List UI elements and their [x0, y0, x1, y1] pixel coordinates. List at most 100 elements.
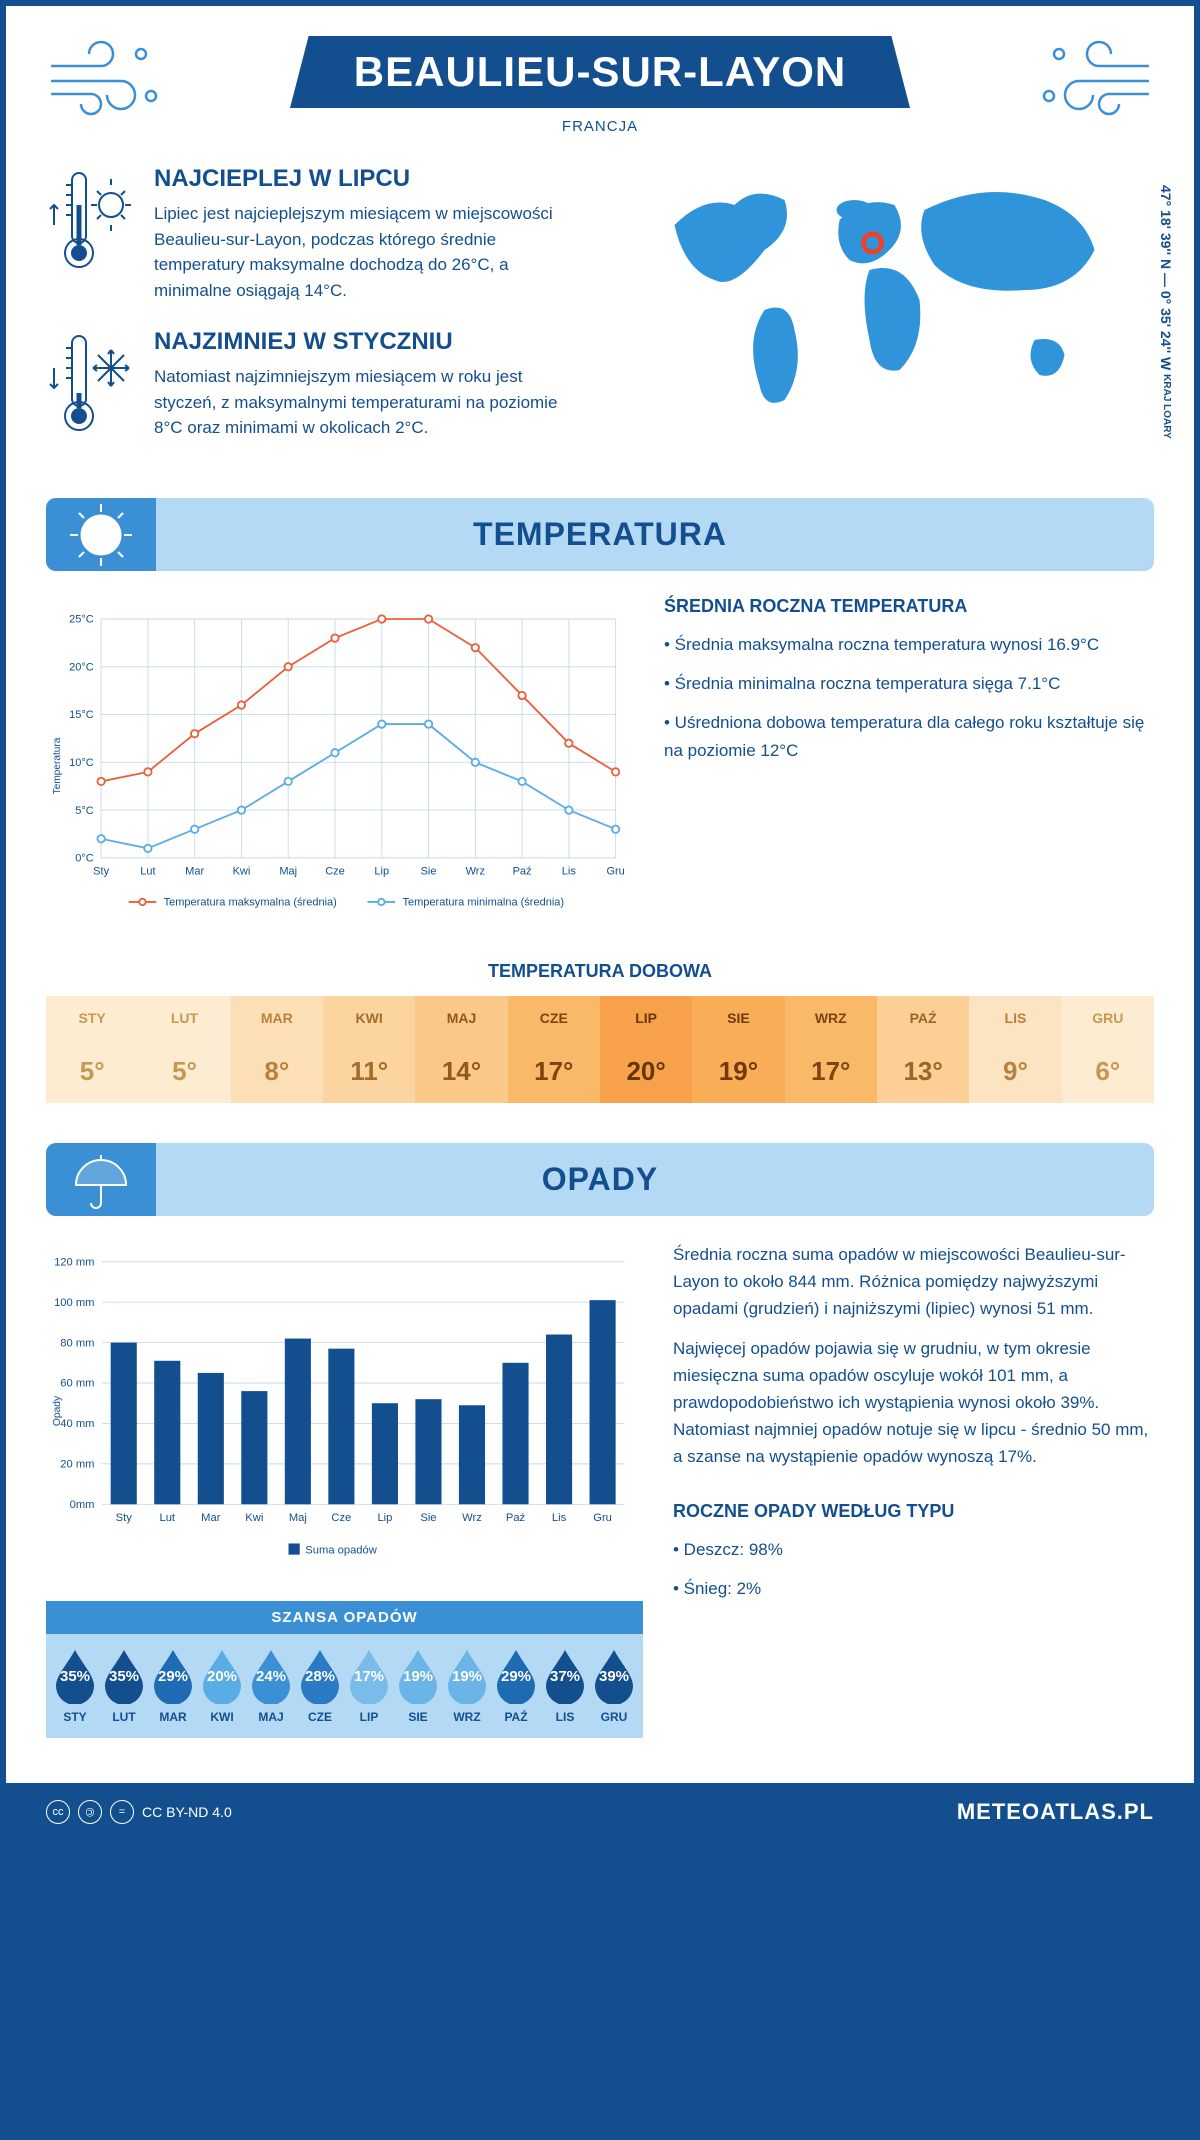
temp-table-cell: CZE17°: [508, 996, 600, 1103]
temp-table-cell: MAJ14°: [415, 996, 507, 1103]
nd-icon: =: [110, 1800, 134, 1824]
svg-text:20 mm: 20 mm: [60, 1459, 94, 1471]
svg-text:Temperatura: Temperatura: [52, 737, 63, 794]
precip-text-2: Najwięcej opadów pojawia się w grudniu, …: [673, 1335, 1154, 1471]
temp-table-cell: GRU6°: [1062, 996, 1154, 1103]
sun-icon: [66, 500, 136, 570]
precip-type-title: ROCZNE OPADY WEDŁUG TYPU: [673, 1501, 1154, 1522]
header: BEAULIEU-SUR-LAYON FRANCJA: [6, 6, 1194, 155]
temp-table-cell: WRZ17°: [785, 996, 877, 1103]
wind-icon: [1034, 36, 1154, 116]
svg-text:Lip: Lip: [374, 865, 389, 877]
svg-text:Cze: Cze: [331, 1512, 351, 1524]
svg-text:Sty: Sty: [93, 865, 109, 877]
license-block: cc 🄯 = CC BY-ND 4.0: [46, 1800, 232, 1824]
chance-drop: 24% MAJ: [248, 1648, 294, 1724]
svg-text:Lis: Lis: [552, 1512, 567, 1524]
precip-text-1: Średnia roczna suma opadów w miejscowośc…: [673, 1241, 1154, 1323]
svg-text:Kwi: Kwi: [233, 865, 251, 877]
svg-text:10°C: 10°C: [69, 757, 94, 769]
world-map: [615, 165, 1154, 425]
warmest-block: NAJCIEPLEJ W LIPCU Lipiec jest najcieple…: [46, 165, 585, 303]
svg-text:Wrz: Wrz: [466, 865, 485, 877]
avg-temp-point-1: • Średnia minimalna roczna temperatura s…: [664, 670, 1154, 697]
daily-temp-table: STY5°LUT5°MAR8°KWI11°MAJ14°CZE17°LIP20°S…: [46, 996, 1154, 1103]
chance-drop: 28% CZE: [297, 1648, 343, 1724]
svg-text:100 mm: 100 mm: [54, 1297, 94, 1309]
svg-text:Wrz: Wrz: [462, 1512, 482, 1524]
svg-text:0°C: 0°C: [75, 853, 94, 865]
svg-text:Mar: Mar: [185, 865, 204, 877]
by-icon: 🄯: [78, 1800, 102, 1824]
temp-table-cell: LIS9°: [969, 996, 1061, 1103]
wind-icon: [46, 36, 166, 116]
chance-title: SZANSA OPADÓW: [46, 1601, 643, 1634]
site-name: METEOATLAS.PL: [957, 1799, 1154, 1825]
chance-drop: 39% GRU: [591, 1648, 637, 1724]
precipitation-header: OPADY: [46, 1143, 1154, 1216]
svg-text:Gru: Gru: [593, 1512, 612, 1524]
chance-row: 35% STY 35% LUT 29% MAR 20%: [46, 1634, 643, 1738]
svg-text:Mar: Mar: [201, 1512, 221, 1524]
svg-text:40 mm: 40 mm: [60, 1418, 94, 1430]
chance-drop: 29% PAŹ: [493, 1648, 539, 1724]
temp-table-cell: MAR8°: [231, 996, 323, 1103]
svg-text:120 mm: 120 mm: [54, 1256, 94, 1268]
warmest-text: Lipiec jest najcieplejszym miesiącem w m…: [154, 201, 585, 303]
page-title: BEAULIEU-SUR-LAYON: [290, 36, 910, 108]
page: BEAULIEU-SUR-LAYON FRANCJA: [0, 0, 1200, 1847]
svg-text:Lip: Lip: [377, 1512, 392, 1524]
daily-temp-title: TEMPERATURA DOBOWA: [46, 961, 1154, 982]
warmest-title: NAJCIEPLEJ W LIPCU: [154, 165, 585, 193]
svg-text:Temperatura minimalna (średnia: Temperatura minimalna (średnia): [402, 897, 564, 909]
svg-text:Sie: Sie: [420, 1512, 436, 1524]
temp-table-cell: PAŹ13°: [877, 996, 969, 1103]
precipitation-heading: OPADY: [66, 1161, 1134, 1198]
precip-type-0: • Deszcz: 98%: [673, 1536, 1154, 1563]
coldest-text: Natomiast najzimniejszym miesiącem w rok…: [154, 364, 585, 441]
svg-text:Paź: Paź: [513, 865, 532, 877]
precip-type-1: • Śnieg: 2%: [673, 1575, 1154, 1602]
umbrella-icon: [66, 1145, 136, 1215]
svg-text:Sty: Sty: [116, 1512, 133, 1524]
chance-drop: 37% LIS: [542, 1648, 588, 1724]
coldest-title: NAJZIMNIEJ W STYCZNIU: [154, 328, 585, 356]
svg-text:Kwi: Kwi: [245, 1512, 263, 1524]
footer: cc 🄯 = CC BY-ND 4.0 METEOATLAS.PL: [6, 1783, 1194, 1841]
svg-text:Sie: Sie: [421, 865, 437, 877]
coldest-block: NAJZIMNIEJ W STYCZNIU Natomiast najzimni…: [46, 328, 585, 443]
cc-icon: cc: [46, 1800, 70, 1824]
avg-temp-point-0: • Średnia maksymalna roczna temperatura …: [664, 631, 1154, 658]
svg-text:Opady: Opady: [52, 1395, 63, 1426]
chance-drop: 35% STY: [52, 1648, 98, 1724]
chance-drop: 20% KWI: [199, 1648, 245, 1724]
svg-text:60 mm: 60 mm: [60, 1378, 94, 1390]
thermometer-hot-icon: [46, 165, 136, 275]
svg-text:Lut: Lut: [140, 865, 155, 877]
svg-text:Temperatura maksymalna (średni: Temperatura maksymalna (średnia): [164, 897, 337, 909]
temperature-heading: TEMPERATURA: [66, 516, 1134, 553]
svg-text:5°C: 5°C: [75, 805, 94, 817]
temperature-line-chart: 0°C5°C10°C15°C20°C25°CStyLutMarKwiMajCze…: [46, 596, 634, 936]
chance-drop: 19% WRZ: [444, 1648, 490, 1724]
thermometer-cold-icon: [46, 328, 136, 438]
svg-text:80 mm: 80 mm: [60, 1337, 94, 1349]
page-subtitle: FRANCJA: [46, 118, 1154, 135]
temp-table-cell: STY5°: [46, 996, 138, 1103]
temp-table-cell: SIE19°: [692, 996, 784, 1103]
svg-text:Cze: Cze: [325, 865, 345, 877]
content-area: NAJCIEPLEJ W LIPCU Lipiec jest najcieple…: [6, 155, 1194, 1783]
svg-text:Gru: Gru: [606, 865, 624, 877]
svg-text:Lut: Lut: [159, 1512, 175, 1524]
license-text: CC BY-ND 4.0: [142, 1804, 232, 1820]
temp-table-cell: KWI11°: [323, 996, 415, 1103]
coords-region: KRAJ LOARY: [1161, 374, 1172, 439]
chance-drop: 35% LUT: [101, 1648, 147, 1724]
svg-text:25°C: 25°C: [69, 614, 94, 626]
chance-drop: 19% SIE: [395, 1648, 441, 1724]
temp-table-cell: LIP20°: [600, 996, 692, 1103]
svg-text:Lis: Lis: [562, 865, 577, 877]
svg-text:Paź: Paź: [506, 1512, 526, 1524]
temp-table-cell: LUT5°: [138, 996, 230, 1103]
coords-main: 47° 18' 39'' N — 0° 35' 24'' W: [1158, 185, 1174, 370]
